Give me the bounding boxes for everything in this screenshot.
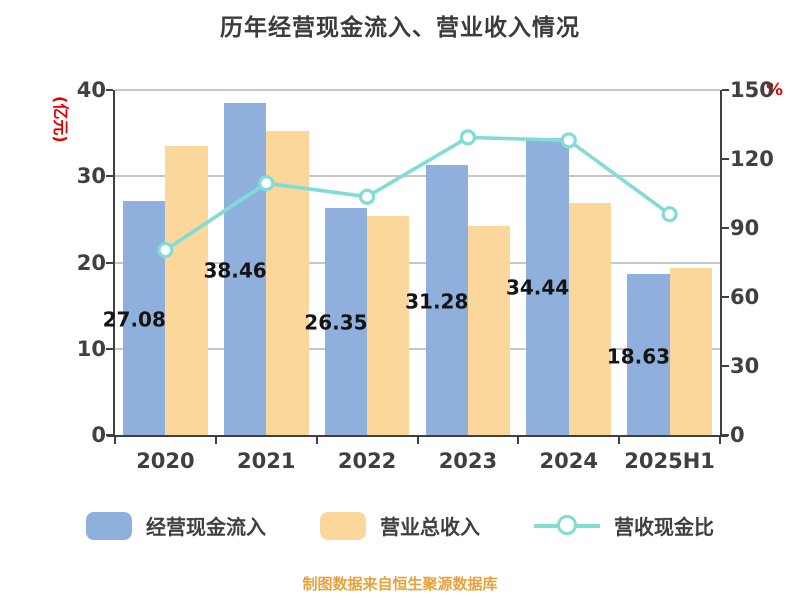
x-axis-label-2023: 2023	[438, 449, 498, 473]
legend-line-marker-icon	[534, 512, 600, 540]
bar-value-label: 38.46亿	[203, 258, 267, 283]
legend-circle-marker-icon	[557, 514, 577, 535]
bar-value-label: 34.44亿	[505, 275, 569, 300]
left-axis-tick-label: 10	[76, 336, 106, 361]
x-axis-tick	[618, 437, 621, 444]
bar-value-label: 27.08亿	[102, 307, 166, 332]
right-axis-tick-label: 30	[730, 354, 760, 378]
right-axis-tick	[722, 365, 729, 367]
bar-value-label-clip: 31.28亿	[381, 165, 468, 435]
legend-label: 经营现金流入	[146, 515, 266, 539]
right-axis-unit-label: %	[766, 80, 784, 100]
legend-label: 营业总收入	[380, 515, 480, 539]
cash-inflow-bar	[627, 274, 670, 435]
x-axis-tick	[416, 437, 419, 444]
left-axis-tick-label: 20	[76, 250, 106, 275]
right-axis-tick	[722, 158, 729, 160]
x-axis-tick	[114, 437, 116, 444]
gridline-40	[115, 89, 720, 91]
left-axis-tick-label: 40	[76, 78, 106, 102]
legend-item-ratio: 营收现金比	[534, 511, 714, 540]
cash-inflow-bar	[123, 201, 166, 435]
bar-group-2020: 27.08亿	[103, 90, 216, 435]
revenue-bar	[367, 215, 410, 435]
left-axis-tick-label: 0	[91, 423, 106, 447]
left-axis-tick	[106, 175, 113, 178]
left-axis-unit-label: (亿元)	[51, 96, 70, 143]
right-axis-tick	[722, 89, 729, 91]
legend-item-经营现金流入: 经营现金流入	[86, 511, 266, 540]
right-axis-line	[720, 90, 722, 437]
bar-value-label: 26.35亿	[304, 310, 368, 335]
left-axis-line	[113, 90, 115, 437]
bar-value-label-clip: 26.35亿	[280, 208, 367, 435]
right-axis-tick-label: 120	[730, 147, 774, 171]
x-axis-line	[107, 435, 728, 437]
left-axis-tick	[106, 89, 113, 91]
right-axis-tick	[722, 434, 729, 436]
gridline-20	[115, 261, 720, 264]
legend-label: 营收现金比	[614, 515, 714, 539]
bar-group-2025H1: 18.63亿	[607, 90, 720, 435]
left-axis-tick	[106, 434, 113, 436]
revenue-bar	[669, 267, 712, 435]
right-axis-tick-label: 60	[730, 285, 760, 309]
bar-value-label-clip: 38.46亿	[179, 103, 266, 435]
bar-value-label-clip: 18.63亿	[582, 274, 670, 435]
legend-swatch-icon	[320, 511, 366, 540]
revenue-bar	[467, 226, 511, 435]
bar-value-label: 31.28亿	[405, 289, 468, 314]
bar-value-label: 18.63亿	[606, 344, 670, 369]
x-axis-label-2021: 2021	[237, 449, 296, 473]
x-axis-tick	[214, 437, 217, 444]
x-axis-label-2025H1: 2025H1	[624, 449, 715, 473]
x-axis-tick	[315, 437, 318, 444]
x-axis-label-2022: 2022	[337, 449, 397, 473]
left-axis-tick	[106, 261, 113, 264]
right-axis-tick	[722, 296, 729, 298]
x-axis-label-2024: 2024	[539, 449, 598, 473]
right-axis-tick-label: 0	[730, 423, 745, 447]
x-axis-tick	[517, 437, 520, 444]
left-axis-tick-label: 30	[76, 164, 106, 189]
gridline-10	[115, 347, 720, 350]
legend-swatch-icon	[86, 511, 132, 540]
right-axis-tick-label: 150	[730, 78, 774, 102]
right-axis-tick-label: 90	[730, 216, 760, 240]
footer-note: 制图数据来自恒生聚源数据库	[302, 575, 498, 593]
bar-value-label-clip: 27.08亿	[78, 201, 166, 435]
legend-item-营业总收入: 营业总收入	[320, 511, 480, 540]
bar-value-label-clip: 34.44亿	[481, 138, 569, 435]
legend: 经营现金流入 营业总收入 营收现金比	[0, 511, 800, 540]
x-axis-label-2020: 2020	[136, 449, 195, 473]
right-axis-tick	[722, 227, 729, 229]
x-axis-tick	[719, 437, 721, 444]
bar-group-2022: 26.35亿	[304, 90, 418, 435]
chart-title: 历年经营现金流入、营业收入情况	[220, 15, 580, 41]
left-axis-tick	[106, 347, 113, 350]
